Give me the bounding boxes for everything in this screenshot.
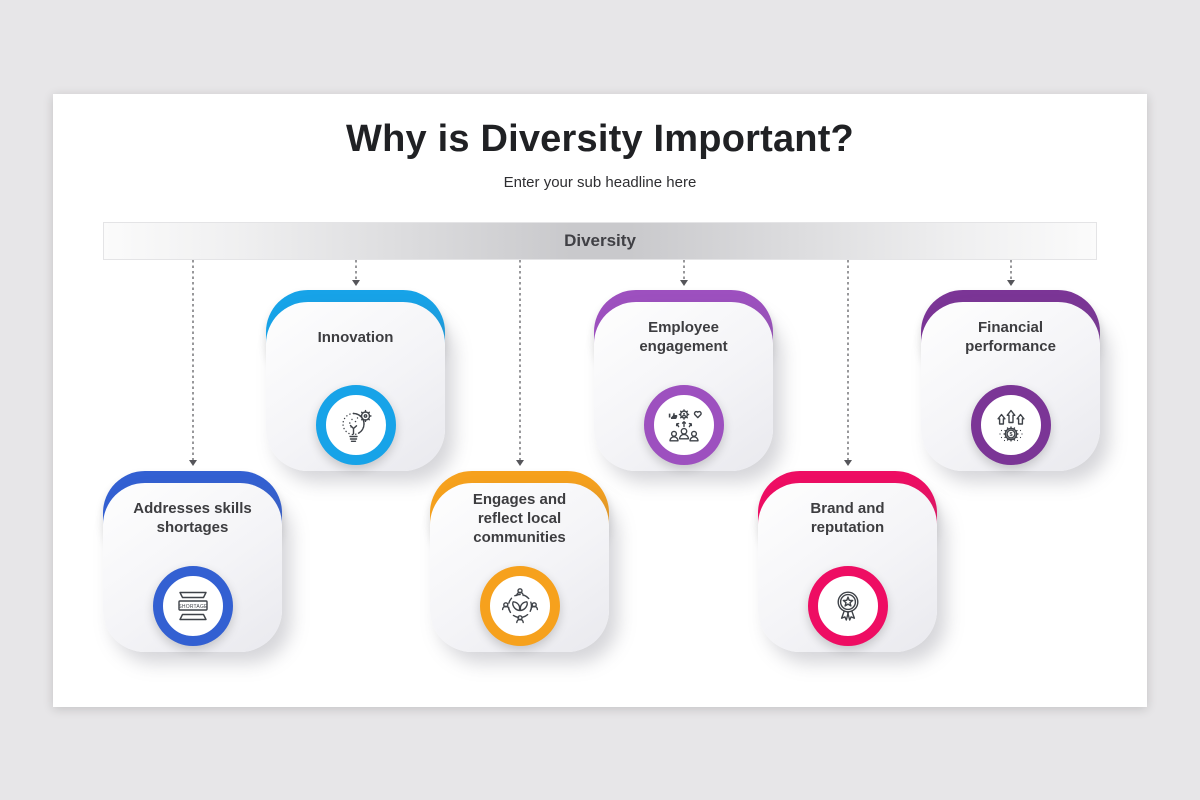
card-body: Financial performance $ xyxy=(921,302,1100,471)
diversity-root-label: Diversity xyxy=(564,231,636,250)
card-financial-performance: Financial performance $ xyxy=(921,290,1100,471)
connector-arrow-4 xyxy=(683,260,685,280)
page-title: Why is Diversity Important? xyxy=(346,118,854,160)
card-label: Addresses skills shortages xyxy=(133,500,252,536)
card-label: Innovation xyxy=(317,328,394,346)
icon-ring xyxy=(643,385,724,465)
connector-arrow-2 xyxy=(355,260,357,280)
card-addresses-skills-shortages: Addresses skills shortages SHORTAGE xyxy=(103,471,282,652)
card-body: Innovation xyxy=(266,302,445,471)
card-body: Employee engagement xyxy=(594,302,773,471)
shortage-icon-text: SHORTAGE xyxy=(178,604,208,610)
engagement-icon xyxy=(668,409,702,442)
card-body: Brand and reputation xyxy=(758,483,937,652)
card-label: Financial performance xyxy=(965,319,1056,355)
icon-ring xyxy=(315,385,396,465)
card-label: Brand and reputation xyxy=(810,500,885,536)
icon-ring xyxy=(807,566,888,646)
award-ribbon-icon xyxy=(836,591,859,621)
diversity-root-bar: Diversity xyxy=(103,222,1097,260)
card-innovation: Innovation xyxy=(266,290,445,471)
shortage-icon: SHORTAGE xyxy=(177,591,208,621)
card-employee-engagement: Employee engagement xyxy=(594,290,773,471)
connector-arrow-5 xyxy=(847,260,849,460)
connector-arrow-6 xyxy=(1010,260,1012,280)
card-label: Employee engagement xyxy=(639,319,728,355)
slide: Why is Diversity Important? Enter your s… xyxy=(53,94,1147,707)
card-engages-local-communities: Engages and reflect local communities xyxy=(430,471,609,652)
page-subtitle: Enter your sub headline here xyxy=(503,174,697,191)
card-body: Addresses skills shortages SHORTAGE xyxy=(103,483,282,652)
icon-ring: $ xyxy=(970,385,1051,465)
card-body: Engages and reflect local communities xyxy=(430,483,609,652)
connector-arrow-1 xyxy=(192,260,194,460)
icon-ring: SHORTAGE xyxy=(152,566,233,646)
financial-growth-icon: $ xyxy=(996,409,1025,442)
card-brand-and-reputation: Brand and reputation xyxy=(758,471,937,652)
dollar-icon-text: $ xyxy=(1009,432,1012,438)
icon-ring xyxy=(479,566,560,646)
community-icon xyxy=(501,588,538,624)
connector-arrow-3 xyxy=(519,260,521,460)
card-label: Engages and reflect local communities xyxy=(472,490,567,546)
innovation-bulb-icon xyxy=(341,409,372,442)
